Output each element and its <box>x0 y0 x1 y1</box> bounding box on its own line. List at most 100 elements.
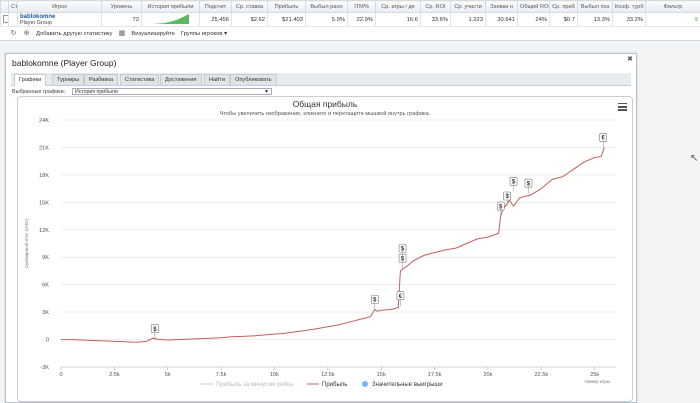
chart-menu-icon[interactable] <box>618 103 627 111</box>
tab-2[interactable]: Разбивка <box>84 74 119 85</box>
late-out-cell: 13.3% <box>577 12 613 27</box>
x-tick-label: 25k <box>590 372 599 378</box>
col-header-avg-profit[interactable]: Ср. приб <box>549 0 578 13</box>
x-axis-label: Номер игры <box>584 379 610 384</box>
player-groups-label: Группы игроков <box>180 30 223 37</box>
big-win-marker[interactable] <box>599 133 607 142</box>
col-header-total-roi[interactable]: Общий ROI <box>517 0 550 13</box>
player-group: Player Group <box>20 19 52 26</box>
col-header-profit-history[interactable]: История прибыли <box>141 0 200 13</box>
table-row[interactable]: bablokomne Player Group 72 25.456 $2.62 … <box>0 12 700 27</box>
cursor-icon: ↖ <box>690 153 699 164</box>
col-header-count[interactable]: Подсчет <box>199 0 232 13</box>
col-header-level[interactable]: Уровень <box>101 0 142 13</box>
sparkline-area <box>152 13 189 24</box>
big-win-marker-symbol: $ <box>527 181 531 187</box>
col-header-avg-participants[interactable]: Ср. участи <box>450 0 486 13</box>
big-win-marker[interactable] <box>151 324 159 333</box>
x-tick-label: 10k <box>270 372 279 378</box>
big-win-marker-symbol: $ <box>401 246 405 252</box>
legend-profit-label: Прибыль <box>322 382 347 388</box>
col-header-late-out[interactable]: Выбыл поз <box>577 0 613 13</box>
col-header-itm[interactable]: ITM% <box>347 0 376 13</box>
x-tick-label: 12.5k <box>321 372 335 378</box>
big-win-marker[interactable] <box>370 295 379 304</box>
chevron-down-icon: ▼ <box>264 89 269 95</box>
y-tick-label: 24K <box>39 118 49 124</box>
count-cell: 25.456 <box>199 12 232 27</box>
col-header-avg-roi[interactable]: Ср. ROI <box>420 0 451 13</box>
avg-roi-cell: 33.6% <box>420 12 451 27</box>
col-header-games-per-day[interactable]: Ср. игры / де <box>375 0 421 13</box>
tab-4[interactable]: Достижения <box>160 74 202 85</box>
col-header-player[interactable]: Игрок <box>17 0 102 13</box>
y-tick-label: 12K <box>39 228 49 234</box>
big-win-marker[interactable] <box>396 291 405 301</box>
col-header-early-out[interactable]: Выбыл рано <box>305 0 348 13</box>
y-tick-label: 15K <box>39 200 49 206</box>
games-per-day-cell: 16.6 <box>375 12 421 27</box>
add-stats-link[interactable]: Добавить другую статистику <box>36 30 113 37</box>
x-tick-label: 15k <box>377 372 386 378</box>
y-axis-label: Суммарный итог (USD) <box>23 218 29 268</box>
big-win-marker-symbol: $ <box>505 194 509 200</box>
refresh-icon[interactable]: ↻ <box>10 30 17 37</box>
tab-1[interactable]: Турниры <box>52 74 85 85</box>
chart-container[interactable]: Общая прибыль Чтобы увеличить изображение… <box>17 96 633 402</box>
filter-icon[interactable]: ≡ <box>694 16 698 23</box>
big-win-marker[interactable] <box>398 243 407 253</box>
row-checkbox[interactable] <box>3 14 8 23</box>
profit-cell: $21.403 <box>267 12 306 27</box>
player-name[interactable]: bablokomne <box>20 13 56 20</box>
add-stats-icon[interactable]: ⊕ <box>23 30 30 37</box>
big-win-marker-symbol: $ <box>512 180 516 186</box>
profit-history-sparkline <box>152 13 189 24</box>
graph-select[interactable]: История прибыли ▼ <box>72 88 272 95</box>
chart-title: Общая прибыль <box>293 99 358 109</box>
player-cell[interactable]: bablokomne Player Group <box>17 12 102 27</box>
avg-profit-cell: $0.7 <box>549 12 578 27</box>
y-tick-label: 21K <box>39 145 49 151</box>
stats-table-area: Ст. Игрок Уровень История прибыли Подсче… <box>0 0 700 41</box>
profit-history-cell <box>141 12 200 27</box>
tab-6[interactable]: Опубликовать <box>230 74 277 85</box>
graph-select-value: История прибыли <box>75 89 118 95</box>
big-win-marker-symbol: $ <box>401 256 405 262</box>
avg-stake-cell: $2.62 <box>231 12 268 27</box>
y-tick-label: 6K <box>42 283 49 289</box>
tab-3[interactable]: Статистика <box>120 74 160 85</box>
big-win-marker[interactable] <box>503 191 511 201</box>
profit-line[interactable] <box>61 147 605 343</box>
visualize-icon[interactable]: ▦ <box>118 30 126 37</box>
col-header-status[interactable]: Ст. <box>8 0 18 13</box>
col-header-profit[interactable]: Прибыль <box>267 0 306 13</box>
chevron-down-icon: ▾ <box>224 30 227 37</box>
tab-5[interactable]: Найти <box>204 74 230 85</box>
close-icon[interactable]: ✖ <box>627 56 633 63</box>
col-header-avg-stake[interactable]: Ср. ставка <box>231 0 268 13</box>
itm-cell: 22.9% <box>347 12 376 27</box>
col-header-turbo-ratio[interactable]: Коэф. турб <box>612 0 646 13</box>
player-groups-menu[interactable]: Группы игроков ▾ <box>181 31 227 37</box>
filter-cell[interactable]: ≡ <box>645 12 700 27</box>
selected-graphs-label: Выбранные графики: <box>12 89 66 95</box>
visualize-link[interactable]: Визуализируйте <box>131 30 175 37</box>
big-win-marker[interactable] <box>496 201 505 211</box>
row-select-cell[interactable] <box>0 12 9 27</box>
col-header-entries[interactable]: Заявки н <box>485 0 518 13</box>
big-win-marker[interactable] <box>509 177 518 186</box>
player-panel: bablokomne (Player Group) ✖ Графики Турни… <box>5 53 637 403</box>
col-header-filter[interactable]: Фильтр <box>645 0 700 13</box>
big-win-marker-symbol: $ <box>499 204 503 210</box>
y-tick-label: 9K <box>42 255 49 261</box>
chart-subtitle: Чтобы увеличить изображение, кликните и … <box>220 110 431 117</box>
turbo-ratio-cell: 33.2% <box>612 12 646 27</box>
big-win-marker[interactable] <box>524 178 533 188</box>
x-tick-label: 5k <box>165 372 171 378</box>
y-tick-label: 0 <box>46 338 49 344</box>
tab-0[interactable]: Графики <box>14 74 47 86</box>
big-win-marker-symbol: $ <box>153 327 157 333</box>
y-tick-label: 18K <box>39 173 49 179</box>
big-win-marker-symbol: $ <box>373 298 377 304</box>
